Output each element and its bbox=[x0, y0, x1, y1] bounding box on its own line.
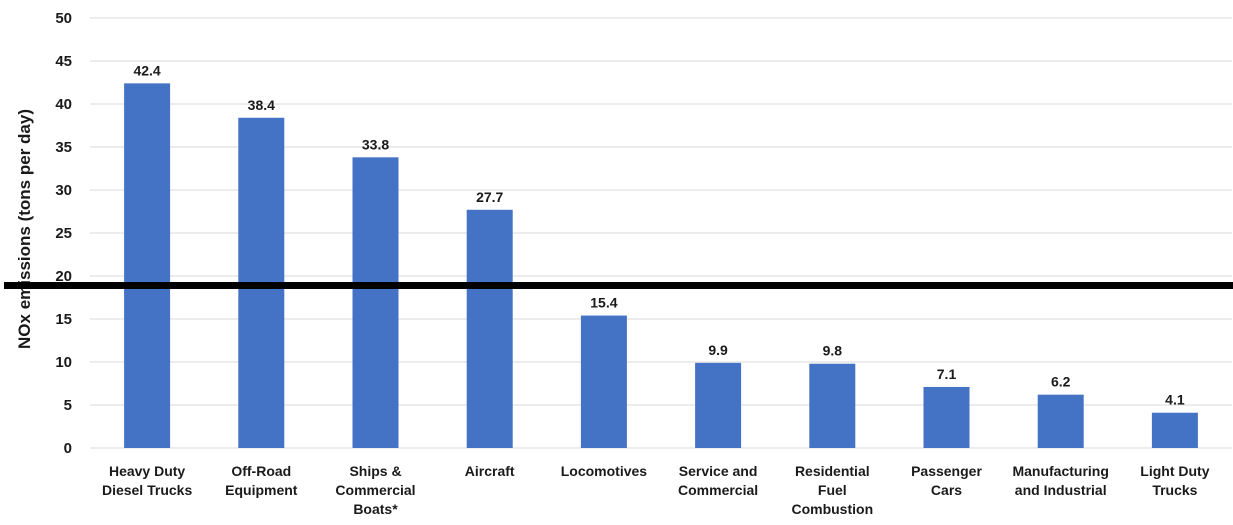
bar bbox=[466, 209, 513, 448]
y-tick-label: 50 bbox=[55, 10, 72, 27]
category-label: Ships & Commercial Boats* bbox=[335, 463, 415, 517]
y-tick-label: 30 bbox=[55, 182, 72, 199]
y-tick-label: 45 bbox=[55, 53, 72, 70]
y-tick-label: 5 bbox=[64, 397, 72, 414]
y-tick-label: 20 bbox=[55, 268, 72, 285]
data-label: 38.4 bbox=[248, 97, 275, 113]
category-label: Locomotives bbox=[561, 463, 648, 479]
y-tick-label: 40 bbox=[55, 96, 72, 113]
category-label-line: Commercial bbox=[678, 482, 758, 498]
category-label: Aircraft bbox=[465, 463, 515, 479]
y-tick-label: 0 bbox=[64, 440, 72, 457]
data-label: 15.4 bbox=[590, 295, 617, 311]
category-label-line: Off-Road bbox=[231, 463, 291, 479]
data-labels: 42.4 38.4 33.8 27.7 15.4 9.9 9.8 7.1 6.2 4.1 bbox=[133, 62, 1184, 407]
category-label: Off-Road Equipment bbox=[225, 463, 298, 498]
category-label-line: Manufacturing bbox=[1012, 463, 1108, 479]
category-label-line: Service and bbox=[679, 463, 758, 479]
category-label-line: Aircraft bbox=[465, 463, 515, 479]
bar bbox=[124, 83, 171, 449]
bar bbox=[1151, 412, 1198, 448]
category-label: Service and Commercial bbox=[678, 463, 758, 498]
category-label-line: Combustion bbox=[791, 501, 873, 517]
category-label-line: Residential bbox=[795, 463, 870, 479]
category-label-line: Light Duty bbox=[1140, 463, 1209, 479]
category-label-line: Cars bbox=[931, 482, 962, 498]
category-label: Manufacturing and Industrial bbox=[1012, 463, 1108, 498]
category-label-line: Trucks bbox=[1152, 482, 1197, 498]
category-label: Passenger Cars bbox=[911, 463, 982, 498]
y-axis-ticks: 0 5 10 15 20 25 30 35 40 45 50 bbox=[55, 10, 72, 457]
category-label-line: Locomotives bbox=[561, 463, 648, 479]
category-label: Heavy Duty Diesel Trucks bbox=[102, 463, 192, 498]
category-label-line: Ships & bbox=[349, 463, 401, 479]
data-label: 9.8 bbox=[823, 343, 843, 359]
bar bbox=[695, 362, 742, 448]
data-label: 27.7 bbox=[476, 189, 503, 205]
x-axis-categories: Heavy Duty Diesel Trucks Off-Road Equipment… bbox=[102, 463, 1210, 517]
data-label: 9.9 bbox=[708, 342, 728, 358]
bar bbox=[923, 386, 970, 448]
bar bbox=[352, 157, 399, 448]
bar bbox=[809, 363, 856, 448]
y-axis-label: NOx emissions (tons per day) bbox=[15, 109, 34, 349]
y-tick-label: 10 bbox=[55, 354, 72, 371]
category-label: Residential Fuel Combustion bbox=[791, 463, 873, 517]
category-label: Light Duty Trucks bbox=[1140, 463, 1209, 498]
category-label-line: Heavy Duty bbox=[109, 463, 185, 479]
bar bbox=[1037, 394, 1084, 448]
category-label-line: and Industrial bbox=[1015, 482, 1107, 498]
data-label: 7.1 bbox=[937, 366, 957, 382]
y-tick-label: 25 bbox=[55, 225, 72, 242]
data-label: 6.2 bbox=[1051, 374, 1071, 390]
y-tick-label: 35 bbox=[55, 139, 72, 156]
data-label: 4.1 bbox=[1165, 392, 1185, 408]
category-label-line: Boats* bbox=[353, 501, 398, 517]
bar bbox=[580, 315, 627, 448]
category-label-line: Equipment bbox=[225, 482, 298, 498]
data-label: 42.4 bbox=[133, 62, 160, 78]
category-label-line: Diesel Trucks bbox=[102, 482, 192, 498]
data-label: 33.8 bbox=[362, 136, 389, 152]
category-label-line: Passenger bbox=[911, 463, 982, 479]
bars bbox=[124, 83, 1198, 449]
category-label-line: Fuel bbox=[818, 482, 847, 498]
category-label-line: Commercial bbox=[335, 482, 415, 498]
y-tick-label: 15 bbox=[55, 311, 72, 328]
